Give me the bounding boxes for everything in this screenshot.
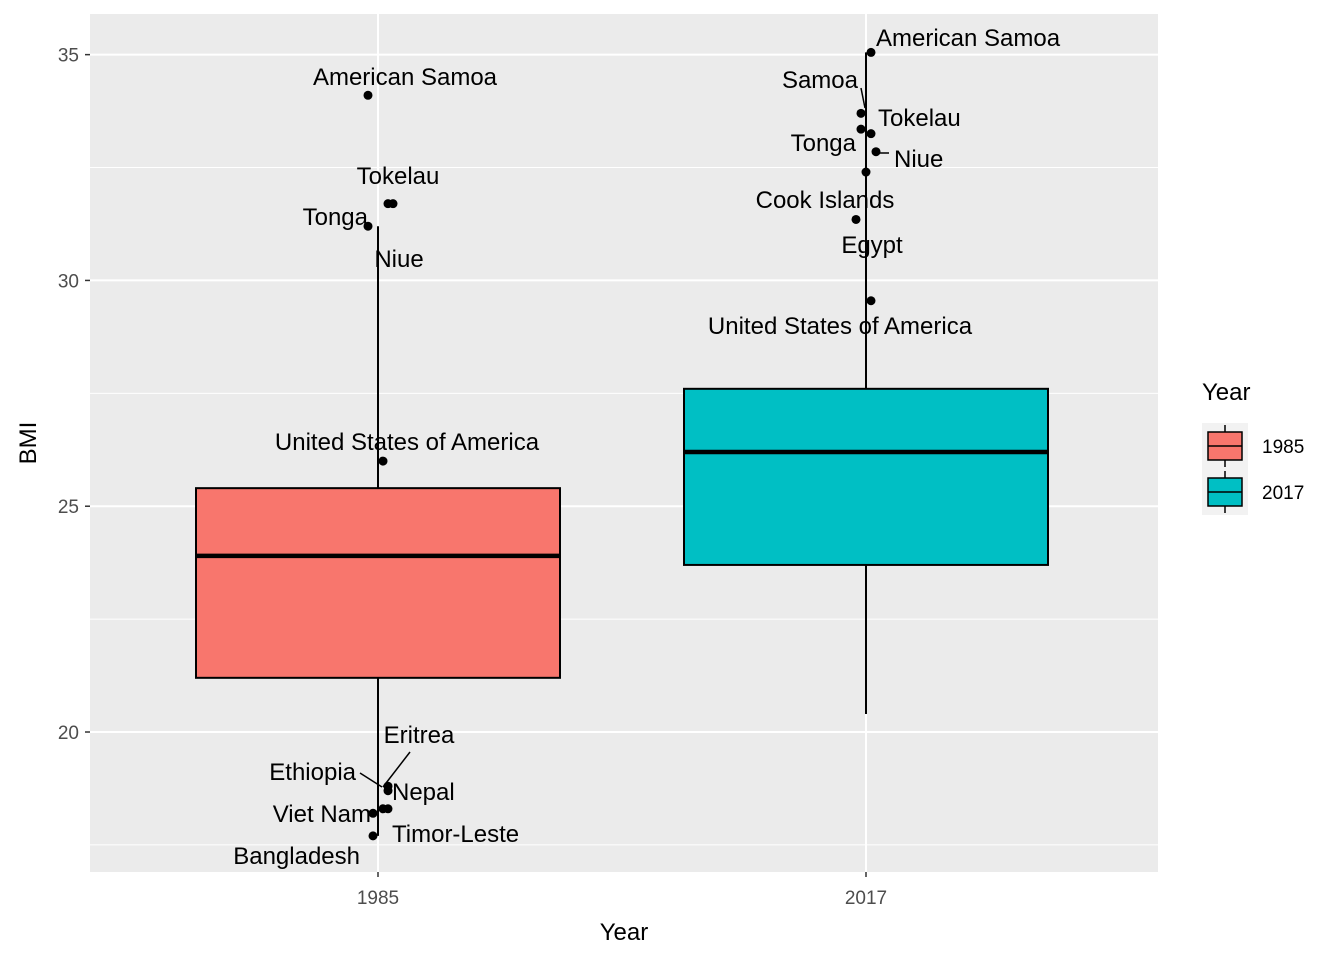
data-point (378, 804, 388, 814)
point-label: Bangladesh (233, 843, 360, 870)
data-point (856, 124, 866, 134)
point-label: Niue (894, 146, 943, 173)
point-labels: American Samoa Tokelau Tonga United States … (233, 25, 1061, 870)
y-tick-label: 25 (58, 497, 79, 518)
point-label: American Samoa (876, 25, 1061, 52)
data-point (363, 221, 373, 231)
data-point (363, 90, 373, 100)
y-tick-label: 20 (58, 723, 79, 744)
point-label: American Samoa (313, 64, 498, 91)
legend-label: 2017 (1262, 483, 1304, 504)
point-label: Eritrea (384, 722, 455, 749)
point-label: Samoa (782, 67, 859, 94)
point-label: Ethiopia (269, 759, 356, 786)
point-label: Egypt (841, 232, 903, 259)
legend-item-2017: 2017 (1202, 469, 1304, 515)
boxes (195, 52, 1049, 836)
data-point (871, 147, 881, 157)
point-label: Niue (374, 246, 423, 273)
data-point (866, 129, 876, 139)
y-axis-ticks: 20 25 30 35 (58, 46, 90, 744)
data-point (851, 214, 861, 224)
x-tick-label: 2017 (845, 888, 887, 909)
data-point (368, 831, 378, 841)
data-point (866, 47, 876, 57)
legend: Year 1985 2017 (1202, 379, 1304, 515)
y-tick-label: 35 (58, 46, 79, 67)
point-label: Tonga (303, 204, 369, 231)
x-axis-title: Year (600, 919, 649, 946)
point-label: Tokelau (357, 163, 440, 190)
label-connector (359, 772, 383, 788)
y-axis-title: BMI (15, 422, 42, 465)
point-label: United States of America (708, 313, 973, 340)
point-label: Cook Islands (756, 187, 895, 214)
label-connector (382, 751, 411, 788)
data-point (861, 167, 871, 177)
label-connector (860, 87, 866, 109)
data-point (856, 108, 866, 118)
data-point (378, 456, 388, 466)
x-axis-ticks: 1985 2017 (357, 872, 887, 909)
data-point (866, 296, 876, 306)
data-point (368, 808, 378, 818)
point-label: Viet Nam (273, 801, 371, 828)
legend-label: 1985 (1262, 437, 1304, 458)
box-iqr (683, 387, 1049, 566)
data-points (363, 47, 881, 841)
legend-item-1985: 1985 (1202, 423, 1304, 469)
box-iqr (195, 487, 561, 679)
x-tick-label: 1985 (357, 888, 399, 909)
point-label: Nepal (392, 779, 455, 806)
data-point (388, 199, 398, 209)
legend-title: Year (1202, 379, 1251, 406)
legend-items: 1985 2017 (1202, 423, 1304, 515)
box-1985 (195, 226, 561, 836)
data-point (383, 786, 393, 796)
box-2017 (683, 52, 1049, 714)
point-label: Tokelau (878, 105, 961, 132)
point-label: Tonga (791, 130, 857, 157)
y-tick-label: 30 (58, 271, 79, 292)
point-label: United States of America (275, 429, 540, 456)
point-label: Timor-Leste (392, 821, 519, 848)
